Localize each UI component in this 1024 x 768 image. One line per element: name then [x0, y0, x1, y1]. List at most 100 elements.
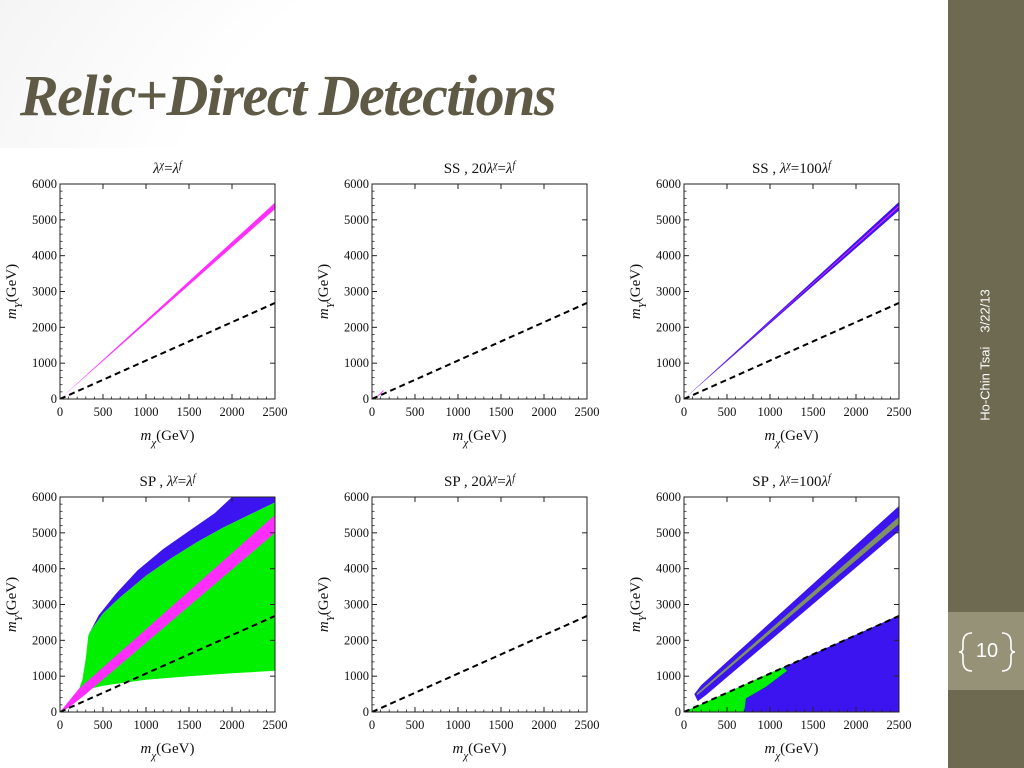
plot-ss-lambda-equal: λχ=λf 0 500 1000 1500 2000 2500 0 1000 2000 3000 40… — [4, 160, 288, 450]
x-tick-label: 1000 — [758, 405, 783, 419]
x-axis-label: mχ(GeV) — [764, 741, 818, 762]
x-tick-label: 500 — [406, 405, 425, 419]
region-magenta — [60, 202, 275, 399]
plot-frame — [683, 183, 900, 400]
x-tick-label: 2500 — [887, 405, 912, 419]
x-tick-label: 0 — [369, 718, 375, 732]
x-axis-label: mχ(GeV) — [764, 428, 818, 449]
region-blue — [684, 615, 899, 712]
x-tick-label: 0 — [57, 405, 63, 419]
y-axis-label: mY(GeV) — [628, 264, 649, 319]
y-tick-label: 6000 — [656, 490, 681, 504]
y-axis-label: mY(GeV) — [4, 577, 25, 632]
region-magenta — [377, 390, 384, 397]
x-tick-label: 2500 — [263, 405, 288, 419]
y-tick-label: 3000 — [344, 285, 369, 299]
y-tick-label: 4000 — [32, 249, 57, 263]
slide-title: Relic+Direct Detections — [20, 63, 556, 128]
x-tick-label: 1500 — [801, 718, 826, 732]
y-tick-label: 1000 — [656, 669, 681, 683]
reference-dashed-line — [372, 302, 587, 399]
plot-title: SS , λχ=100λf — [752, 160, 832, 178]
y-tick-label: 6000 — [32, 490, 57, 504]
y-tick-label: 4000 — [344, 249, 369, 263]
x-tick-label: 1000 — [134, 405, 159, 419]
plot-regions — [60, 202, 275, 399]
y-tick-label: 6000 — [656, 177, 681, 191]
region-magenta — [684, 205, 899, 399]
y-axis-label: mY(GeV) — [316, 264, 337, 319]
y-tick-label: 5000 — [344, 526, 369, 540]
x-tick-label: 1500 — [801, 405, 826, 419]
plot-title: SP , λχ=100λf — [752, 473, 832, 491]
y-tick-label: 2000 — [32, 633, 57, 647]
x-tick-label: 2000 — [532, 405, 557, 419]
date-label: 3/22/13 — [977, 289, 993, 333]
y-tick-label: 1000 — [32, 356, 57, 370]
x-axis-label: mχ(GeV) — [140, 741, 194, 762]
y-tick-label: 0 — [51, 705, 57, 719]
plot-regions — [372, 302, 587, 399]
y-tick-label: 4000 — [656, 249, 681, 263]
y-tick-label: 0 — [675, 705, 681, 719]
y-tick-label: 6000 — [344, 177, 369, 191]
plot-title: λχ=λf — [152, 160, 183, 178]
y-tick-label: 0 — [363, 392, 369, 406]
x-tick-label: 1000 — [758, 718, 783, 732]
x-tick-label: 500 — [718, 718, 737, 732]
y-tick-label: 2000 — [656, 633, 681, 647]
x-tick-label: 2000 — [220, 718, 245, 732]
plot-frame — [371, 183, 588, 400]
plot-ss-20-lambda: SS , 20λχ=λf 0 500 1000 1500 2000 2500 0 1000 200… — [316, 160, 600, 450]
page-bracket-icon — [958, 632, 1016, 672]
x-tick-label: 2500 — [887, 718, 912, 732]
x-tick-label: 500 — [94, 405, 113, 419]
plot-regions — [684, 506, 899, 712]
x-axis-label: mχ(GeV) — [452, 741, 506, 762]
y-tick-label: 5000 — [656, 213, 681, 227]
plot-frame — [59, 183, 276, 400]
x-tick-label: 0 — [369, 405, 375, 419]
y-tick-label: 2000 — [656, 320, 681, 334]
x-tick-label: 2000 — [532, 718, 557, 732]
plot-title: SP , λχ=λf — [139, 473, 196, 491]
plot-regions — [684, 201, 899, 399]
x-tick-label: 500 — [94, 718, 113, 732]
plot-ss-100-lambda: SS , λχ=100λf 0 500 1000 1500 2000 2500 0 1000 20… — [628, 160, 912, 450]
x-tick-label: 1500 — [177, 405, 202, 419]
x-tick-label: 1000 — [134, 718, 159, 732]
x-tick-label: 0 — [57, 718, 63, 732]
plot-title: SP , 20λχ=λf — [444, 473, 516, 491]
x-tick-label: 2000 — [844, 405, 869, 419]
x-tick-label: 2500 — [263, 718, 288, 732]
x-tick-label: 2500 — [575, 405, 600, 419]
x-tick-label: 1000 — [446, 405, 471, 419]
reference-dashed-line — [60, 302, 275, 399]
y-tick-label: 3000 — [32, 598, 57, 612]
y-tick-label: 1000 — [32, 669, 57, 683]
y-tick-label: 0 — [363, 705, 369, 719]
reference-dashed-line — [372, 615, 587, 712]
y-tick-label: 1000 — [656, 356, 681, 370]
region-magenta — [60, 514, 275, 712]
y-tick-label: 3000 — [656, 598, 681, 612]
x-tick-label: 1500 — [177, 718, 202, 732]
x-tick-label: 1500 — [489, 718, 514, 732]
y-tick-label: 0 — [51, 392, 57, 406]
y-tick-label: 5000 — [32, 213, 57, 227]
x-tick-label: 1000 — [446, 718, 471, 732]
y-tick-label: 6000 — [32, 177, 57, 191]
y-tick-label: 0 — [675, 392, 681, 406]
x-tick-label: 0 — [681, 405, 687, 419]
y-tick-label: 3000 — [344, 598, 369, 612]
sidebar-footer: Ho-Chin Tsai 3/22/13 — [975, 270, 995, 440]
plot-regions — [372, 615, 587, 712]
y-tick-label: 4000 — [32, 562, 57, 576]
x-tick-label: 1500 — [489, 405, 514, 419]
author-label: Ho-Chin Tsai — [977, 346, 993, 421]
y-tick-label: 4000 — [344, 562, 369, 576]
y-tick-label: 5000 — [344, 213, 369, 227]
plot-sp-lambda-equal: SP , λχ=λf 0 500 1000 1500 2000 2500 0 1000 2000 3… — [4, 473, 288, 763]
plot-sp-20-lambda: SP , 20λχ=λf 0 500 1000 1500 2000 2500 0 1000 200… — [316, 473, 600, 763]
